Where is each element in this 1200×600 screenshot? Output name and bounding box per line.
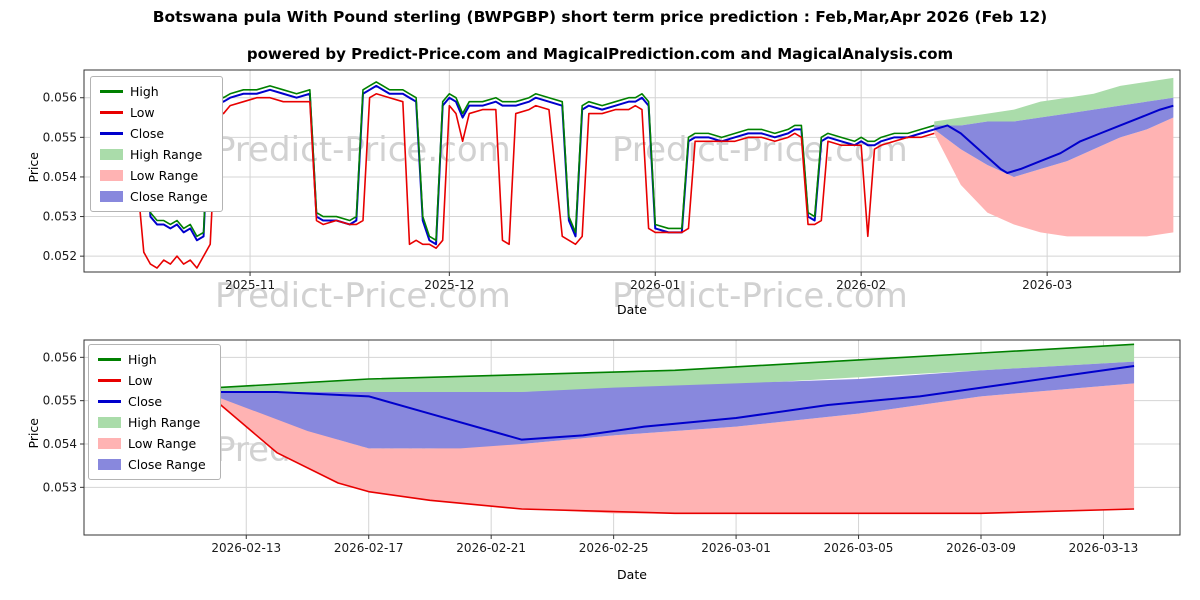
y-axis-label-bottom-chart: Price — [26, 418, 41, 449]
legend-swatch-patch — [100, 191, 123, 202]
legend-label: Close — [128, 394, 163, 409]
x-axis-label-top-chart: Date — [617, 302, 647, 317]
x-axis-label-bottom-chart: Date — [617, 567, 647, 582]
x-tick-label: 2026-01 — [630, 278, 680, 292]
legend-bottom-chart: High Low Close High Range Low Range Close Ran… — [88, 344, 221, 480]
y-tick-label: 0.056 — [43, 350, 77, 364]
plot-border — [83, 69, 1181, 273]
legend-top-chart: High Low Close High Range Low Range Close Ran… — [90, 76, 223, 212]
legend-item-low-range: Low Range — [98, 435, 206, 452]
y-tick-label: 0.054 — [43, 437, 77, 451]
low-line — [96, 92, 935, 269]
x-tick-label: 2026-02-25 — [579, 541, 649, 555]
x-tick-label: 2026-02-17 — [334, 541, 404, 555]
x-tick-label: 2026-02 — [836, 278, 886, 292]
close-line — [215, 365, 1135, 441]
legend-swatch-patch — [98, 438, 121, 449]
legend-swatch-line — [98, 358, 121, 361]
high-range-band — [934, 77, 1174, 126]
legend-item-high: High — [98, 351, 206, 368]
legend-swatch-line — [100, 90, 123, 93]
legend-item-close: Close — [98, 393, 206, 410]
y-tick-label: 0.054 — [43, 170, 77, 184]
legend-item-high-range: High Range — [98, 414, 206, 431]
y-tick-label: 0.056 — [43, 91, 77, 105]
legend-item-high: High — [100, 83, 208, 100]
legend-label: Low Range — [130, 168, 199, 183]
low-line — [215, 400, 1135, 515]
legend-swatch-patch — [98, 459, 121, 470]
y-tick-label: 0.055 — [43, 130, 77, 144]
x-tick-label: 2025-11 — [225, 278, 275, 292]
x-tick-label: 2025-12 — [424, 278, 474, 292]
plot-border — [83, 339, 1181, 536]
x-tick-label: 2026-02-13 — [211, 541, 281, 555]
legend-label: Low Range — [128, 436, 197, 451]
x-tick-label: 2026-03 — [1022, 278, 1072, 292]
legend-swatch-line — [98, 400, 121, 403]
legend-label: High — [128, 352, 157, 367]
legend-label: Close Range — [128, 457, 206, 472]
legend-label: Low — [130, 105, 155, 120]
legend-label: Close Range — [130, 189, 208, 204]
x-tick-label: 2026-03-05 — [824, 541, 894, 555]
close-range-band — [215, 361, 1135, 449]
legend-item-high-range: High Range — [100, 146, 208, 163]
y-tick-label: 0.053 — [43, 480, 77, 494]
legend-item-close: Close — [100, 125, 208, 142]
legend-swatch-line — [98, 379, 121, 382]
legend-label: High Range — [130, 147, 203, 162]
legend-item-low: Low — [98, 372, 206, 389]
legend-swatch-patch — [98, 417, 121, 428]
y-tick-label: 0.053 — [43, 210, 77, 224]
high-range-band — [215, 344, 1135, 392]
legend-label: Low — [128, 373, 153, 388]
x-tick-label: 2026-02-21 — [456, 541, 526, 555]
watermark-text: Predict-Price.com — [612, 276, 908, 316]
legend-item-close-range: Close Range — [98, 456, 206, 473]
legend-swatch-line — [100, 132, 123, 135]
legend-label: Close — [130, 126, 165, 141]
high-line — [215, 343, 1135, 389]
legend-swatch-line — [100, 111, 123, 114]
y-tick-label: 0.055 — [43, 394, 77, 408]
x-tick-label: 2026-03-13 — [1069, 541, 1139, 555]
legend-swatch-patch — [100, 149, 123, 160]
x-tick-label: 2026-03-01 — [701, 541, 771, 555]
page-subtitle: powered by Predict-Price.com and Magical… — [246, 45, 954, 63]
legend-item-close-range: Close Range — [100, 188, 208, 205]
y-axis-label-top-chart: Price — [26, 152, 41, 183]
legend-label: High — [130, 84, 159, 99]
close-range-band — [934, 97, 1174, 177]
legend-item-low-range: Low Range — [100, 167, 208, 184]
y-tick-label: 0.052 — [43, 249, 77, 263]
low-range-band — [215, 383, 1135, 514]
legend-swatch-patch — [100, 170, 123, 181]
legend-label: High Range — [128, 415, 201, 430]
x-tick-label: 2026-03-09 — [946, 541, 1016, 555]
watermark-text: Predict-Price.com — [215, 276, 511, 316]
legend-item-low: Low — [100, 104, 208, 121]
page-title: Botswana pula With Pound sterling (BWPGB… — [152, 8, 1048, 26]
low-range-band — [934, 117, 1174, 237]
